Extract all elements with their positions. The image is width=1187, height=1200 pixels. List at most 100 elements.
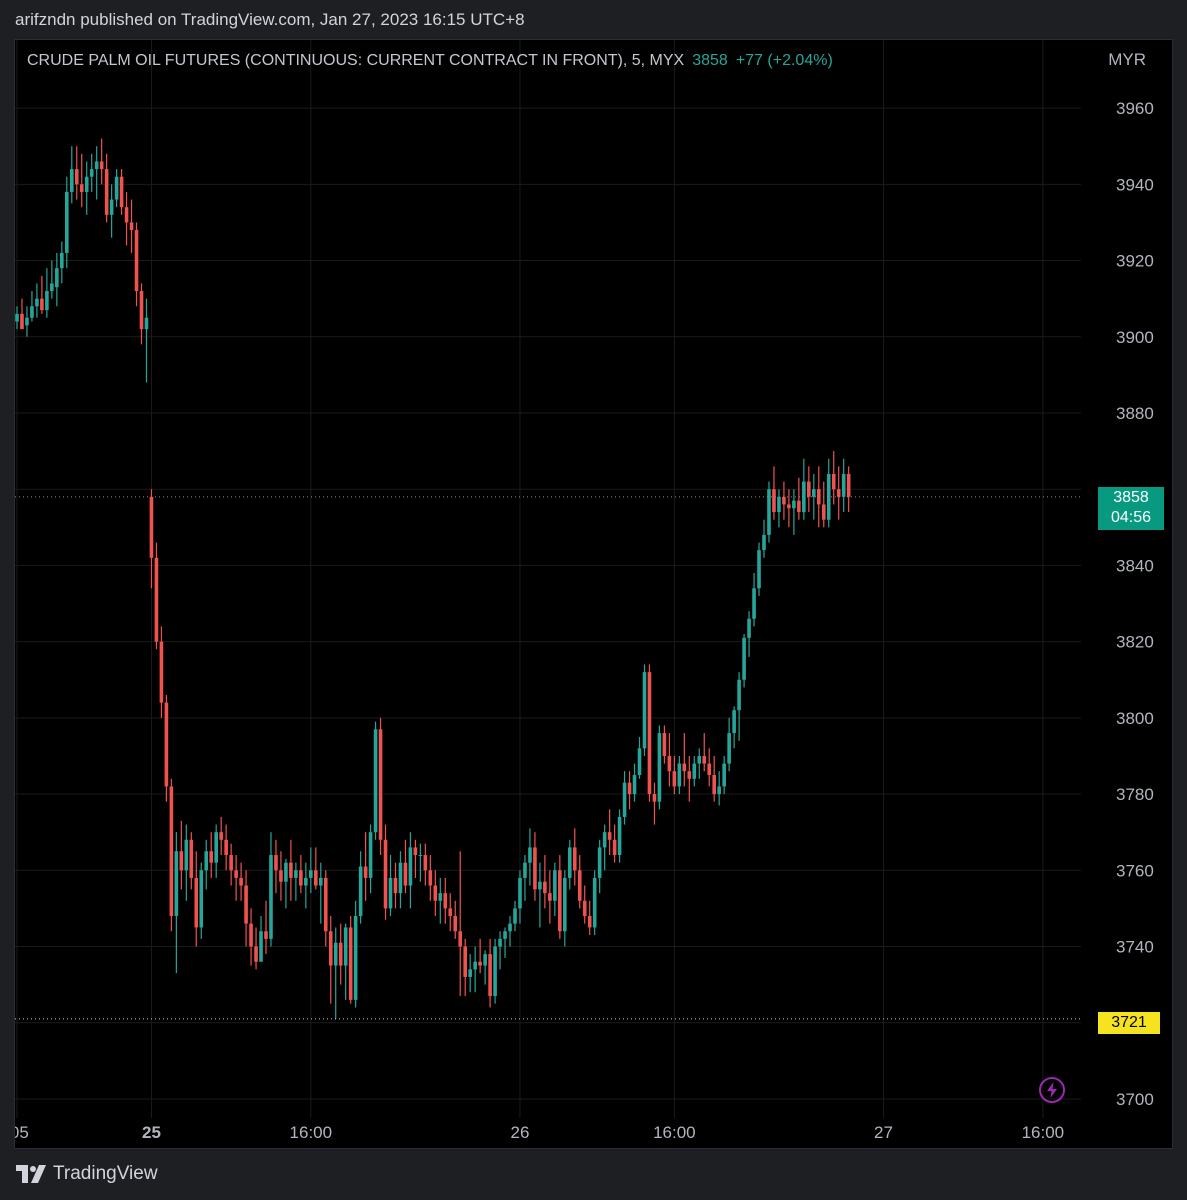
candle-body: [164, 702, 169, 787]
chart-panel[interactable]: 3700 3740 3760 3780 3800 3820 3840 3880 3900 3920…: [14, 39, 1173, 1149]
candle-body: [493, 946, 497, 997]
candle: [224, 824, 228, 871]
candle: [826, 458, 831, 528]
candle-body: [234, 870, 238, 878]
lightning-bolt-icon[interactable]: [1038, 1076, 1066, 1104]
candle: [767, 481, 771, 543]
tradingview-logo-icon: [16, 1165, 46, 1183]
candle-body: [543, 881, 547, 894]
candle-body: [55, 268, 59, 288]
currency-label[interactable]: MYR: [1108, 50, 1146, 69]
candle: [612, 824, 617, 863]
y-tick-label: 3700: [1116, 1090, 1154, 1109]
candle-body: [727, 733, 731, 764]
candle: [304, 862, 308, 909]
candle-body: [572, 847, 577, 871]
candle: [209, 832, 214, 878]
candle: [632, 763, 637, 802]
x-tick-label: 16:00: [653, 1123, 696, 1142]
candle: [239, 862, 243, 901]
candle: [478, 938, 482, 974]
candle-body: [114, 176, 119, 200]
candle-body: [279, 870, 283, 882]
candle: [89, 153, 94, 192]
candle: [174, 832, 179, 974]
candle-body: [259, 931, 263, 962]
candle-body: [448, 908, 453, 917]
candle: [627, 771, 632, 810]
candle: [483, 950, 487, 985]
candle: [727, 717, 731, 772]
candle-body: [777, 496, 781, 513]
x-tick-label: 25: [142, 1123, 161, 1142]
candle: [438, 877, 443, 924]
y-tick-label: 3960: [1116, 99, 1154, 118]
candle-body: [607, 832, 612, 840]
bar-countdown: 04:56: [1110, 509, 1152, 526]
candle-body: [622, 782, 627, 817]
candle-body: [587, 916, 592, 928]
candle-body: [662, 733, 667, 756]
candle-body: [323, 877, 328, 932]
candle: [582, 885, 587, 924]
candle-body: [523, 862, 527, 878]
candle-body: [50, 283, 54, 292]
candle-body: [762, 534, 766, 551]
candle-body: [239, 877, 243, 886]
candle: [816, 466, 821, 528]
candle: [508, 916, 512, 947]
candle: [35, 283, 39, 318]
candle: [732, 706, 736, 749]
candle-body: [99, 161, 104, 170]
candle-body: [722, 763, 726, 787]
candle-body: [119, 176, 124, 208]
candle: [777, 489, 781, 528]
candle-body: [478, 961, 482, 966]
candle: [453, 900, 458, 939]
candle: [194, 851, 199, 947]
candle: [219, 816, 223, 856]
candle: [124, 191, 129, 246]
candle: [234, 855, 238, 901]
candle: [114, 169, 119, 208]
candle-body: [772, 489, 776, 513]
candle-body: [821, 504, 826, 520]
candle: [762, 519, 766, 558]
candle: [244, 870, 248, 947]
time-axis: :05 25 16:00 26 16:00 27 16:00: [15, 1123, 1064, 1142]
candle: [647, 664, 652, 802]
candle-body: [60, 252, 64, 269]
candle-body: [194, 877, 199, 928]
footer-brand[interactable]: TradingView: [16, 1163, 158, 1185]
candle: [717, 771, 721, 806]
candle: [602, 824, 607, 871]
candle: [274, 839, 278, 894]
candle: [752, 573, 756, 627]
candle: [129, 199, 134, 253]
candle: [20, 298, 24, 330]
low-price-badge: 3721: [1098, 1012, 1160, 1034]
candle: [553, 862, 557, 917]
candle-body: [836, 489, 841, 497]
candle-body: [343, 927, 348, 966]
candle: [528, 828, 532, 886]
candle: [99, 138, 104, 185]
candle-body: [418, 855, 423, 857]
candle: [787, 489, 791, 528]
candle-body: [274, 855, 278, 871]
candle: [134, 222, 139, 307]
candle: [144, 298, 149, 383]
candle: [189, 832, 194, 890]
candle-body: [498, 938, 502, 947]
candle-body: [577, 870, 582, 901]
candle: [433, 870, 438, 917]
legend-last-price: 3858: [692, 52, 728, 69]
candle-body: [294, 870, 298, 878]
candle-body: [737, 679, 741, 711]
candle: [533, 832, 537, 901]
y-tick-label: 3840: [1116, 556, 1154, 575]
candle: [55, 252, 59, 307]
candle: [841, 458, 846, 513]
candlestick-chart[interactable]: 3700 3740 3760 3780 3800 3820 3840 3880 3900 3920…: [15, 40, 1172, 1148]
candle: [523, 855, 527, 901]
